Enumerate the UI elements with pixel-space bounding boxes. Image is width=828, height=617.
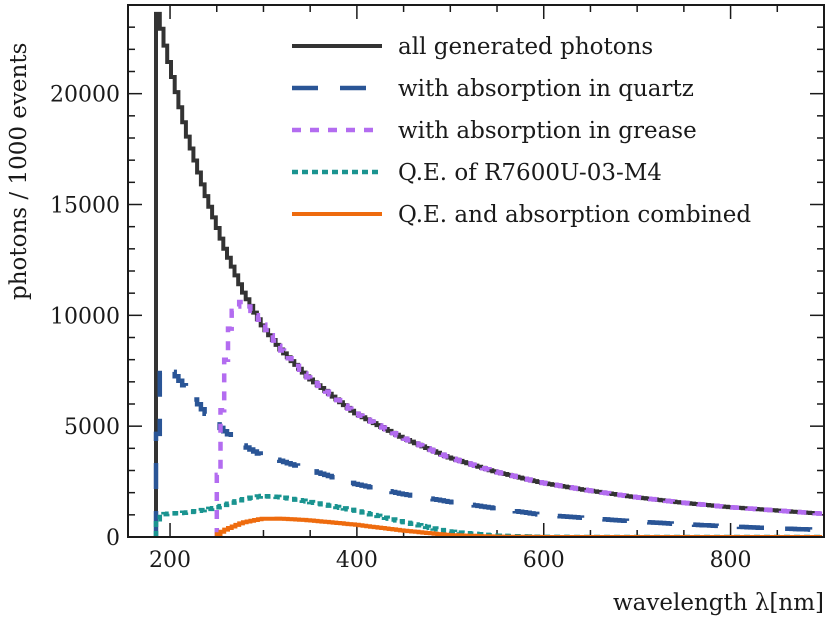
legend-label-2: with absorption in quartz <box>398 76 694 102</box>
series-line-2 <box>153 365 822 537</box>
legend-label-5: Q.E. and absorption combined <box>398 202 751 228</box>
y-axis-label: photons / 1000 events <box>6 43 32 300</box>
y-tick-label: 20000 <box>50 83 120 108</box>
x-axis-label: wavelength λ[nm] <box>613 590 824 616</box>
x-tick-label: 600 <box>523 548 565 573</box>
legend-label-4: Q.E. of R7600U-03-M4 <box>398 160 662 186</box>
y-tick-label: 0 <box>106 526 120 551</box>
legend-label-1: all generated photons <box>398 34 653 60</box>
tick-labels: 200 400 600 800 0 5000 10000 15000 20000 <box>50 83 752 573</box>
y-tick-label: 10000 <box>50 304 120 329</box>
x-tick-label: 400 <box>336 548 378 573</box>
x-tick-label: 200 <box>149 548 191 573</box>
series-line-5 <box>214 516 823 537</box>
plot-frame <box>127 4 825 538</box>
series-group <box>153 11 823 537</box>
y-tick-label: 5000 <box>64 415 120 440</box>
x-tick-label: 800 <box>710 548 752 573</box>
legend-label-3: with absorption in grease <box>398 118 697 144</box>
legend: all generated photons with absorption in … <box>292 34 751 228</box>
series-line-3 <box>214 299 823 537</box>
series-line-4 <box>153 493 822 537</box>
y-tick-label: 15000 <box>50 194 120 219</box>
